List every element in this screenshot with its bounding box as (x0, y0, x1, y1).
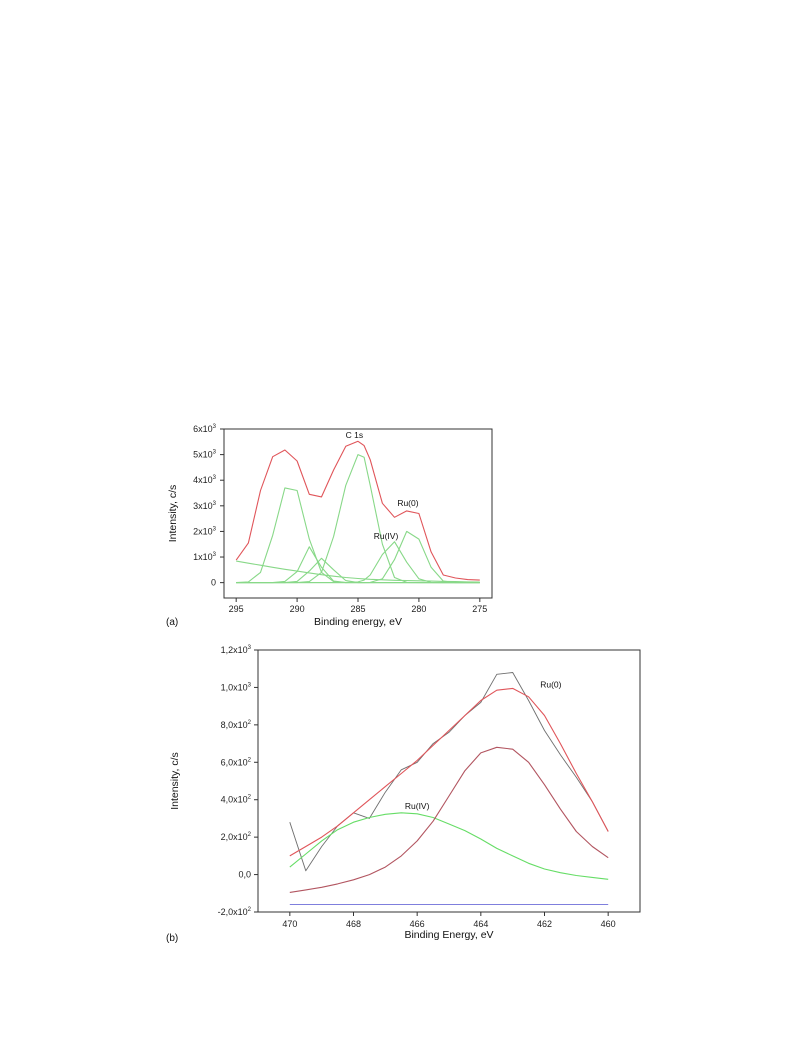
annotation-label: C 1s (346, 430, 363, 440)
x-tick-label: 470 (282, 919, 297, 929)
series-line-4 (236, 546, 480, 584)
annotation-label: Ru(IV) (374, 531, 399, 541)
y-axis-title: Intensity, c/s (167, 485, 179, 543)
x-tick-label: 285 (350, 604, 365, 614)
chart-panel-1: 295 290 285 280 275 0 1x103 2x103 3x103 4x103 5x10… (166, 424, 493, 628)
y-tick-label: 2,0x102 (221, 832, 252, 842)
x-tick-label: 275 (472, 604, 487, 614)
y-tick-label: 1,0x103 (221, 682, 252, 692)
series-line-7 (236, 541, 480, 584)
plot-frame (257, 649, 641, 913)
x-axis-title: Binding Energy, eV (404, 929, 493, 941)
y-tick-label: -2,0x102 (218, 907, 252, 917)
annotation-label: Ru(0) (397, 498, 418, 508)
series-line-8 (236, 530, 480, 584)
series-line-1 (289, 672, 609, 872)
y-axis-title: Intensity, c/s (169, 752, 181, 810)
y-tick-label: 6x103 (193, 424, 217, 434)
panel-label: (b) (166, 933, 178, 944)
x-tick-label: 290 (290, 604, 305, 614)
x-tick-label: 280 (411, 604, 426, 614)
y-tick-label: 1,2x103 (221, 645, 252, 655)
series-line-3 (236, 487, 480, 584)
y-tick-label: 8,0x102 (221, 720, 252, 730)
x-tick-label: 468 (346, 919, 361, 929)
panel-label: (a) (166, 617, 178, 628)
y-tick-label: 5x103 (193, 450, 217, 460)
series-line-4 (289, 746, 609, 893)
y-tick-label: 3x103 (193, 501, 217, 511)
series-line-3 (289, 812, 609, 880)
y-tick-label: 4,0x102 (221, 795, 252, 805)
annotation-label: Ru(0) (540, 679, 561, 689)
y-tick-label: 2x103 (193, 526, 217, 536)
chart-panel-2: 470 468 466 464 462 460 -2,0x102 0,0 2,0x102 4,0x… (166, 645, 641, 944)
series-line-2 (289, 687, 609, 857)
x-tick-label: 460 (601, 919, 616, 929)
series-line-2 (236, 560, 480, 583)
x-tick-label: 295 (229, 604, 244, 614)
y-tick-label: 0,0 (238, 870, 251, 880)
x-tick-label: 464 (473, 919, 488, 929)
x-axis-title: Binding energy, eV (314, 616, 402, 628)
annotation-label: Ru(IV) (405, 801, 430, 811)
series-line-1 (235, 440, 480, 581)
y-tick-label: 1x103 (193, 552, 217, 562)
y-tick-label: 4x103 (193, 475, 217, 485)
x-tick-label: 462 (537, 919, 552, 929)
series-line-6 (236, 454, 480, 584)
x-tick-label: 466 (410, 919, 425, 929)
y-tick-label: 0 (211, 578, 216, 588)
y-tick-label: 6,0x102 (221, 757, 252, 767)
